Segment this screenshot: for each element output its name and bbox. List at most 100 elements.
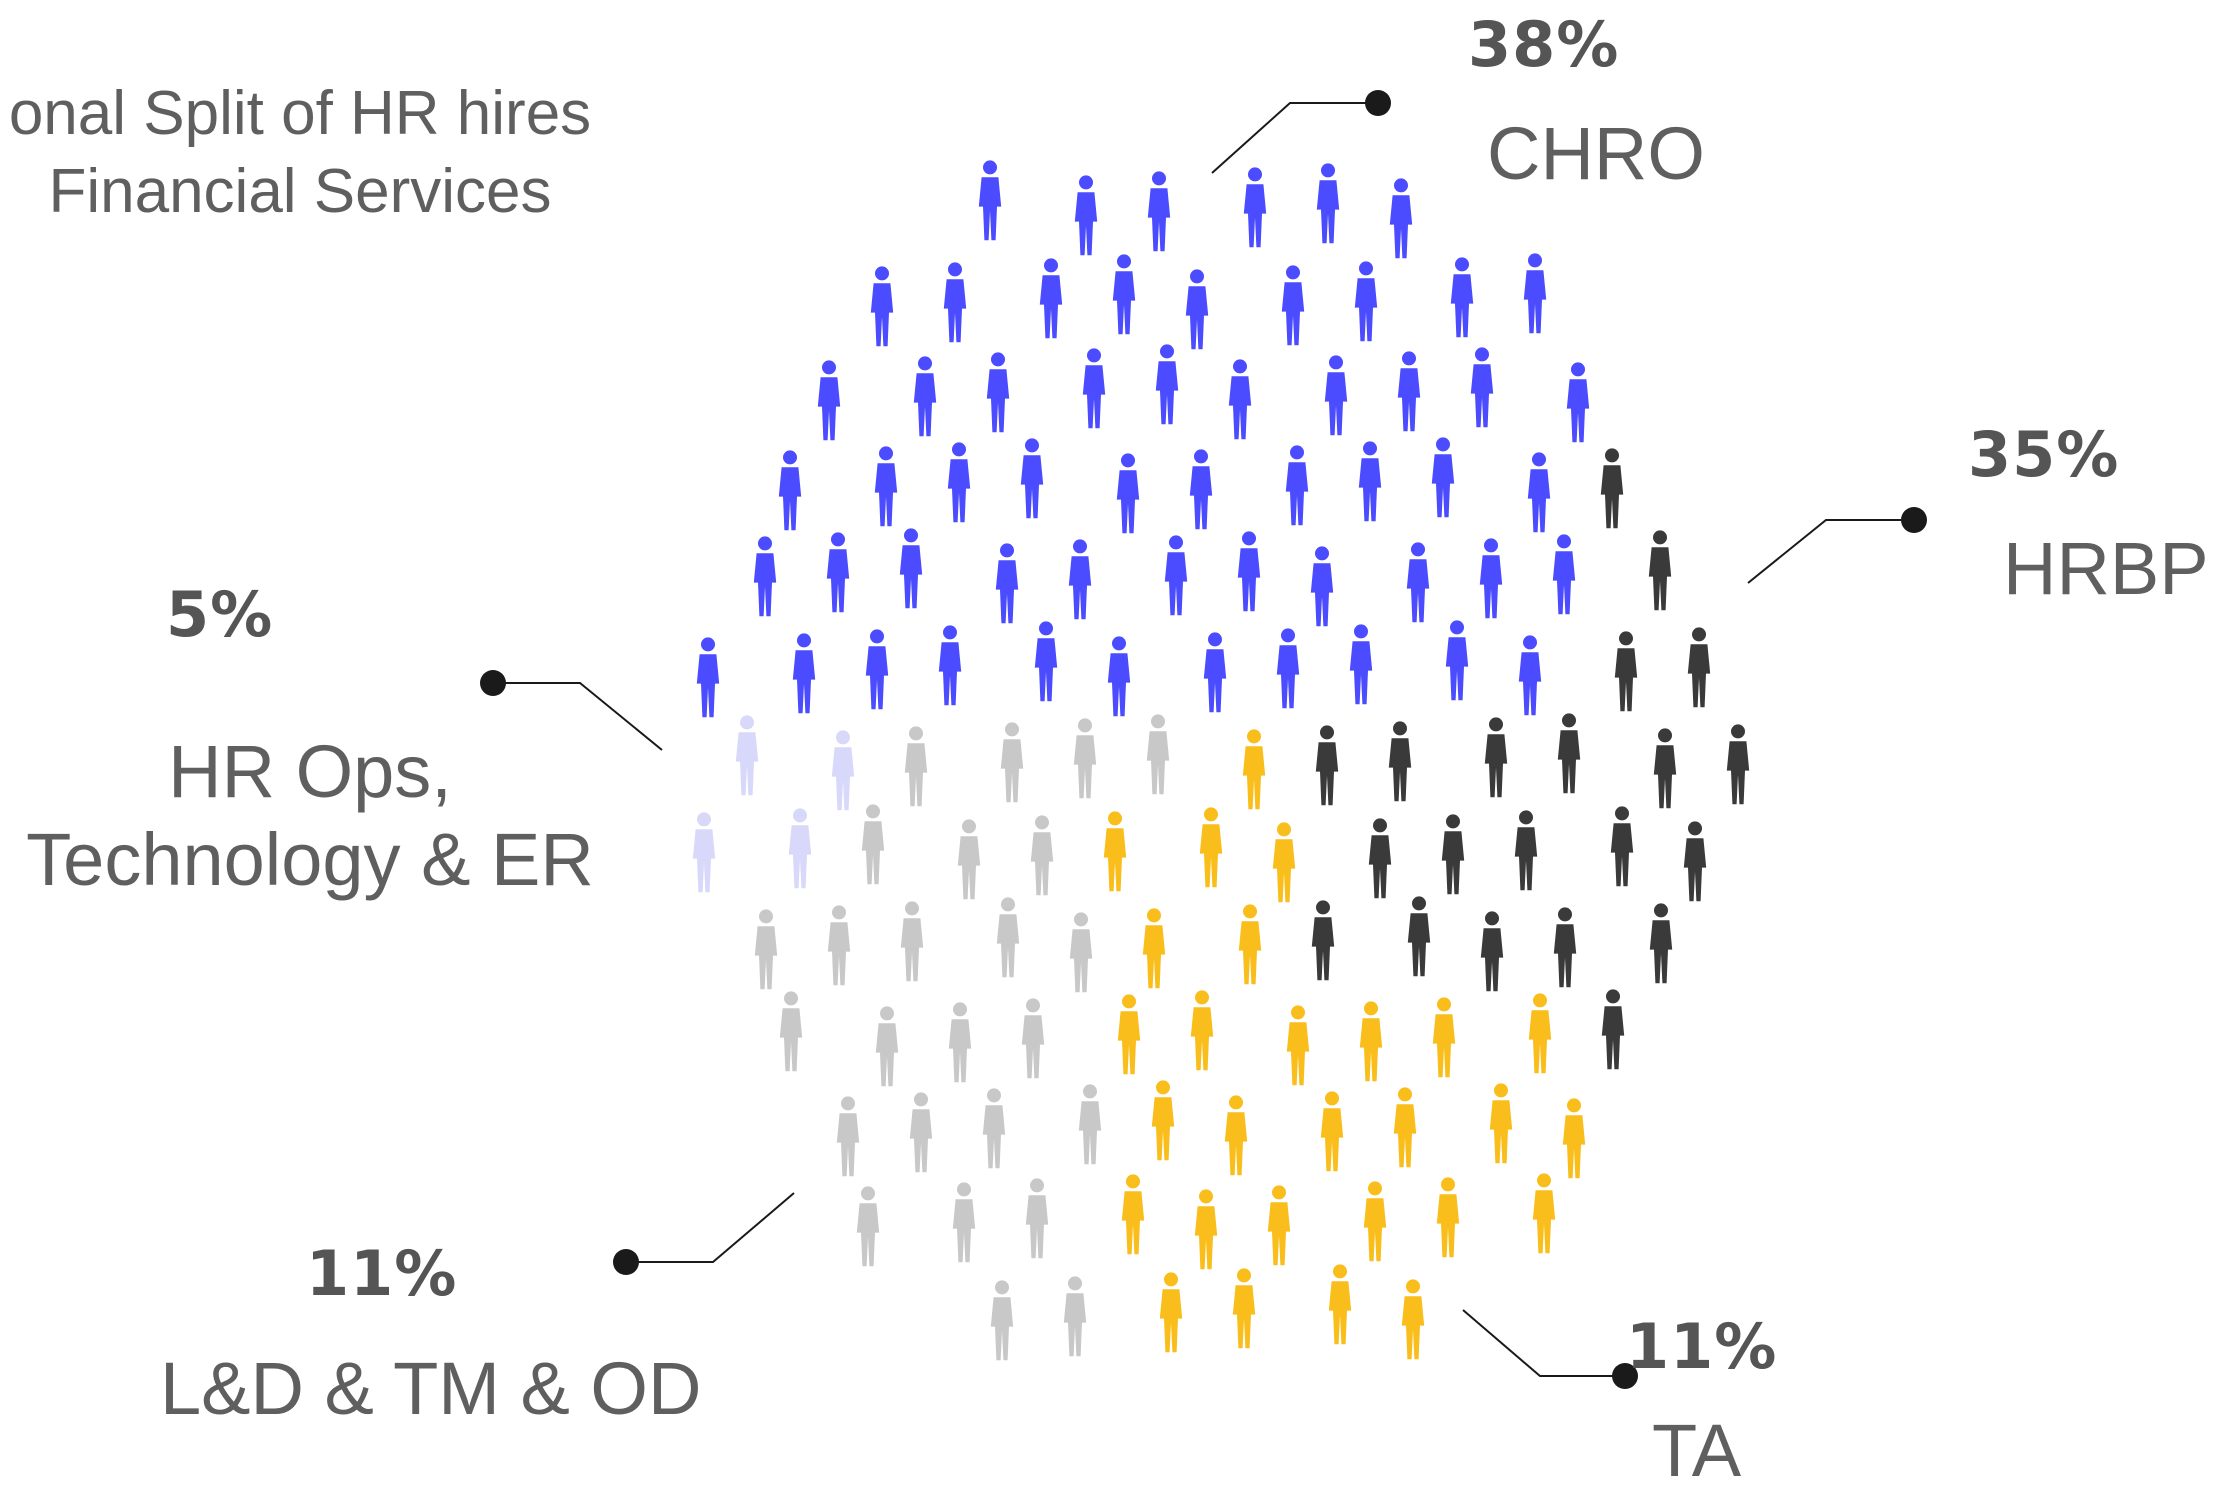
leader-dot-chro [1365, 90, 1391, 116]
person-icon-ta [1328, 1264, 1352, 1345]
person-icon-ld [754, 909, 778, 990]
person-icon-chro [1389, 178, 1413, 259]
person-icon-chro [986, 352, 1010, 433]
person-icon-ld [1078, 1084, 1102, 1165]
person-icon-chro [899, 528, 923, 609]
person-icon-ta [1436, 1177, 1460, 1258]
person-icon-ld [909, 1092, 933, 1173]
person-icon-ta [1267, 1185, 1291, 1266]
person-icon-chro [1316, 163, 1340, 244]
person-icon-hrbp [1368, 818, 1392, 899]
person-icon-hrbp [1600, 448, 1624, 529]
person-icon-hrbp [1687, 627, 1711, 708]
person-icon-hrbp [1311, 900, 1335, 981]
value-label-chro: 38% [1468, 8, 1620, 81]
person-icon-hrbp [1514, 810, 1538, 891]
person-icon-ta [1363, 1181, 1387, 1262]
hrops-line-2: Technology & ER [26, 818, 594, 901]
person-icon-ta [1117, 994, 1141, 1075]
person-icon-chro [947, 442, 971, 523]
value-label-hrops: 5% [166, 578, 274, 651]
leader-dot-hrbp [1901, 507, 1927, 533]
person-icon-chro [1397, 351, 1421, 432]
person-icon-ta [1159, 1272, 1183, 1353]
person-icon-ta [1272, 822, 1296, 903]
person-icon-hrbp [1614, 631, 1638, 712]
value-label-hrbp: 35% [1968, 418, 2120, 491]
person-icon-chro [995, 543, 1019, 624]
person-icon-chro [1518, 635, 1542, 716]
category-label-ta: TA [1652, 1409, 1742, 1492]
person-icon-ta [1242, 729, 1266, 810]
person-icon-ta [1532, 1173, 1556, 1254]
person-icon-chro [1112, 254, 1136, 335]
person-icon-ta [1489, 1083, 1513, 1164]
person-icon-chro [1243, 167, 1267, 248]
person-icon-ld [904, 726, 928, 807]
leader-dot-hrops [480, 670, 506, 696]
person-icon-chro [1185, 269, 1209, 350]
person-icon-ta [1194, 1189, 1218, 1270]
person-icon-chro [1523, 253, 1547, 334]
person-icon-ld [990, 1280, 1014, 1361]
person-icon-chro [913, 356, 937, 437]
person-icon-chro [1068, 539, 1092, 620]
person-icon-chro [1450, 257, 1474, 338]
person-icon-chro [1349, 624, 1373, 705]
person-icon-hrbp [1653, 728, 1677, 809]
leader-dot-ta [1612, 1363, 1638, 1389]
person-icon-chro [1406, 542, 1430, 623]
person-icon-ta [1224, 1095, 1248, 1176]
person-icon-ta [1142, 908, 1166, 989]
person-icon-ld [952, 1182, 976, 1263]
leader-dot-ld [613, 1249, 639, 1275]
value-label-ta: 11% [1626, 1310, 1778, 1383]
category-label-ld: L&D & TM & OD [160, 1347, 702, 1430]
person-icon-hrbp [1726, 724, 1750, 805]
person-icon-chro [1107, 636, 1131, 717]
person-icon-chro [978, 160, 1002, 241]
person-icon-ta [1401, 1279, 1425, 1360]
person-icon-hrbp [1648, 530, 1672, 611]
person-icon-chro [1039, 258, 1063, 339]
person-icon-ld [996, 897, 1020, 978]
person-icon-ld [1025, 1178, 1049, 1259]
person-icon-chro [1237, 531, 1261, 612]
person-icon-ta [1199, 807, 1223, 888]
person-icon-hrbp [1441, 814, 1465, 895]
person-icon-chro [1276, 628, 1300, 709]
person-icon-ta [1562, 1098, 1586, 1179]
person-icon-ld [900, 901, 924, 982]
person-icon-chro [792, 633, 816, 714]
person-icon-chro [1527, 452, 1551, 533]
person-icon-hrbp [1601, 989, 1625, 1070]
person-icon-chro [938, 625, 962, 706]
person-icon-hrbp [1610, 806, 1634, 887]
person-icon-chro [1281, 265, 1305, 346]
person-icon-ld [1069, 912, 1093, 993]
person-icon-ta [1286, 1005, 1310, 1086]
person-icon-hrops [788, 808, 812, 889]
hrops-line-1: HR Ops, [168, 730, 452, 813]
person-icon-chro [1147, 171, 1171, 252]
person-icon-hrbp [1315, 725, 1339, 806]
person-icon-chro [943, 262, 967, 343]
leader-line-hrops [493, 682, 663, 751]
person-icon-chro [1324, 355, 1348, 436]
leader-line-hrbp [1747, 519, 1914, 584]
person-icon-chro [1431, 437, 1455, 518]
person-icon-ld [1146, 714, 1170, 795]
person-icon-ld [827, 905, 851, 986]
person-icon-chro [1358, 441, 1382, 522]
leader-line-ld [626, 1192, 795, 1263]
person-icon-hrbp [1388, 721, 1412, 802]
person-icon-chro [1552, 534, 1576, 615]
subtitle-line-1: onal Split of HR hires [8, 79, 592, 148]
person-icon-hrbp [1683, 821, 1707, 902]
person-icon-chro [865, 629, 889, 710]
person-icon-ld [1000, 722, 1024, 803]
person-icon-ta [1190, 990, 1214, 1071]
person-icon-chro [1189, 449, 1213, 530]
person-icon-chro [1203, 632, 1227, 713]
